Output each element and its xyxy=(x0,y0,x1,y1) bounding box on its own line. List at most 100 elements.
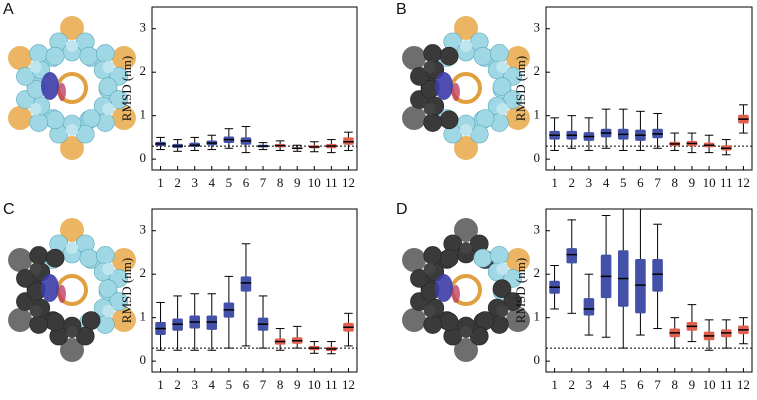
subunit-helix xyxy=(439,312,459,332)
x-tick-label: 9 xyxy=(294,175,301,190)
x-tick-label: 2 xyxy=(174,175,181,190)
protein-illustration xyxy=(402,16,530,160)
subunit-outer xyxy=(8,308,33,332)
subunit-helix xyxy=(98,279,118,298)
subunit-core xyxy=(423,103,436,115)
x-tick-label: 11 xyxy=(720,377,733,392)
panel-label: B xyxy=(396,1,407,18)
subunit-helix xyxy=(423,44,442,63)
subunit-helix xyxy=(473,46,493,66)
x-axis-label: Helix Index xyxy=(224,399,286,400)
x-tick-label: 7 xyxy=(654,175,661,190)
protein-illustration xyxy=(402,218,530,362)
subunit-helix xyxy=(79,248,99,268)
subunit-core xyxy=(29,305,42,317)
x-tick-label: 10 xyxy=(308,175,321,190)
subunit-helix xyxy=(492,77,512,96)
x-tick-label: 12 xyxy=(737,175,750,190)
subunit-core xyxy=(66,124,78,136)
x-tick-label: 7 xyxy=(260,175,267,190)
subunit-core xyxy=(496,103,509,115)
x-tick-label: 12 xyxy=(342,377,355,392)
subunit-outer xyxy=(505,248,530,272)
box xyxy=(635,258,646,314)
panel-label: A xyxy=(3,1,14,18)
y-tick-label: 1 xyxy=(140,107,147,122)
x-tick-label: 9 xyxy=(689,377,696,392)
x-axis-label: Helix Index xyxy=(618,399,680,400)
x-tick-label: 9 xyxy=(294,377,301,392)
x-tick-label: 8 xyxy=(672,377,679,392)
x-tick-label: 5 xyxy=(620,377,627,392)
subunit-helix xyxy=(439,110,459,130)
subunit-helix xyxy=(29,315,48,334)
subunit-helix xyxy=(96,246,115,265)
subunit-helix xyxy=(29,246,48,265)
subunit-outer xyxy=(60,218,84,242)
subunit-helix xyxy=(475,109,495,128)
x-tick-label: 1 xyxy=(551,175,558,190)
x-tick-label: 1 xyxy=(551,377,558,392)
x-tick-label: 2 xyxy=(569,377,576,392)
y-tick-label: 0 xyxy=(140,352,147,367)
subunit-core xyxy=(460,242,472,254)
subunit-core xyxy=(29,263,42,275)
highlight-helices-red xyxy=(452,285,460,303)
subunit-core xyxy=(102,263,115,275)
subunit-core xyxy=(460,326,472,338)
x-tick-label: 5 xyxy=(620,175,627,190)
subunit-helix xyxy=(439,46,459,66)
subunit-helix xyxy=(45,312,65,332)
box xyxy=(240,276,252,292)
y-tick-label: 1 xyxy=(140,309,147,324)
x-tick-label: 3 xyxy=(191,377,198,392)
y-tick-label: 3 xyxy=(140,222,147,237)
boxes xyxy=(155,243,354,355)
subunit-outer xyxy=(111,308,136,332)
x-tick-label: 9 xyxy=(689,175,696,190)
box xyxy=(566,248,578,264)
x-tick-label: 8 xyxy=(277,377,284,392)
subunit-helix xyxy=(81,109,101,128)
box xyxy=(583,298,595,316)
subunit-outer xyxy=(111,248,136,272)
x-tick-label: 6 xyxy=(637,377,644,392)
panel-label: D xyxy=(396,201,408,218)
x-tick-label: 1 xyxy=(157,175,164,190)
subunit-outer xyxy=(454,136,478,160)
subunit-helix xyxy=(79,46,99,66)
x-tick-label: 10 xyxy=(703,377,716,392)
y-tick-label: 0 xyxy=(140,150,147,165)
y-tick-label: 2 xyxy=(534,63,541,78)
highlight-helices xyxy=(41,72,59,100)
subunit-outer xyxy=(8,46,33,70)
plot-frame xyxy=(151,208,358,373)
x-tick-label: 7 xyxy=(260,377,267,392)
x-tick-label: 11 xyxy=(325,175,338,190)
x-tick-label: 4 xyxy=(603,377,610,392)
subunit-core xyxy=(496,263,509,275)
plot-frame xyxy=(151,6,358,171)
highlight-helices-red xyxy=(452,83,460,101)
subunit-core xyxy=(460,124,472,136)
y-tick-label: 3 xyxy=(534,222,541,237)
y-axis-label: RMSD (nm) xyxy=(513,258,528,323)
subunit-helix xyxy=(45,248,65,268)
subunit-outer xyxy=(454,218,478,242)
subunit-core xyxy=(66,326,78,338)
subunit-outer xyxy=(505,308,530,332)
subunit-helix xyxy=(492,279,512,298)
y-axis-label: RMSD (nm) xyxy=(119,258,134,323)
subunit-core xyxy=(496,305,509,317)
subunit-outer xyxy=(8,248,33,272)
highlight-helices xyxy=(435,72,453,100)
highlight-helices-red xyxy=(58,83,66,101)
highlight-helices xyxy=(41,274,59,302)
x-tick-label: 11 xyxy=(325,377,338,392)
subunit-outer xyxy=(111,46,136,70)
x-tick-label: 10 xyxy=(703,175,716,190)
x-tick-label: 5 xyxy=(226,175,233,190)
x-tick-label: 12 xyxy=(737,377,750,392)
subunit-outer xyxy=(454,338,478,362)
